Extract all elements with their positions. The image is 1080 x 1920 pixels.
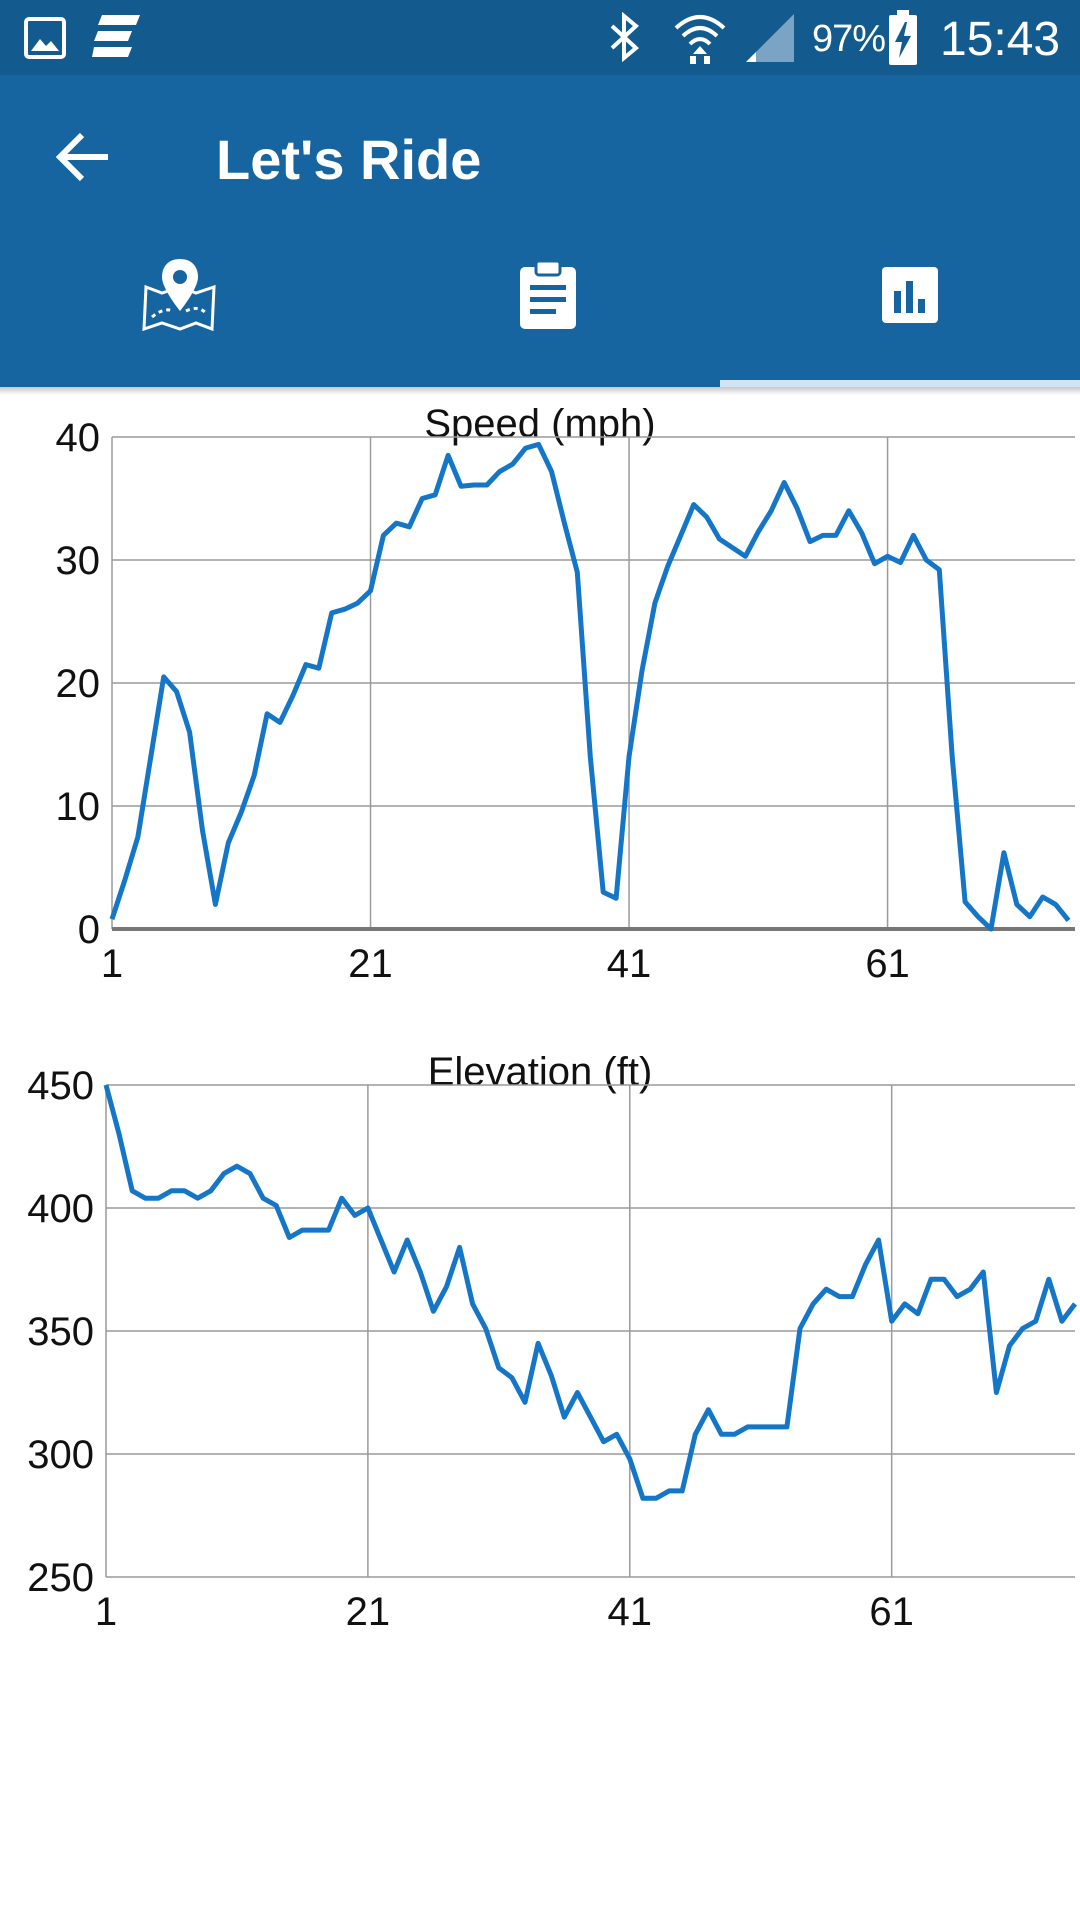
- wifi-icon: [674, 15, 726, 64]
- speed-x-tick-label: 1: [101, 942, 123, 986]
- tab-charts[interactable]: [720, 255, 1080, 385]
- app-bar: Let's Ride: [0, 75, 1080, 387]
- elevation-x-tick-label: 21: [346, 1590, 391, 1634]
- speed-y-tick-label: 30: [56, 539, 101, 583]
- map-pin-icon: [142, 259, 216, 332]
- signal-icon: [746, 14, 794, 62]
- status-bar: 97% 15:43: [0, 0, 1080, 75]
- elevation-y-tick-label: 300: [27, 1433, 94, 1477]
- speed-chart-canvas: Speed (mph) 0 10 20 30 40 1 21 41 61: [56, 402, 1075, 986]
- speed-y-tick-label: 20: [56, 662, 101, 706]
- app-e-icon: [92, 15, 140, 57]
- speed-y-tick-label: 0: [78, 908, 100, 952]
- back-button[interactable]: [54, 127, 114, 187]
- elevation-x-tick-label: 41: [608, 1590, 653, 1634]
- app-title: Let's Ride: [216, 128, 482, 191]
- elevation-chart-title: Elevation (ft): [428, 1050, 653, 1094]
- elevation-chart: Elevation (ft) 250 300 350 400 450 1 21 41 61: [0, 1035, 1080, 1635]
- bluetooth-icon: [610, 12, 640, 62]
- elevation-y-tick-label: 450: [27, 1064, 94, 1108]
- speed-chart: Speed (mph) 0 10 20 30 40 1 21 41 61: [0, 387, 1080, 987]
- elevation-x-tick-label: 1: [95, 1590, 117, 1634]
- elevation-y-tick-label: 400: [27, 1187, 94, 1231]
- app-bar-shadow: [0, 387, 1080, 395]
- elevation-y-tick-label: 250: [27, 1556, 94, 1600]
- elevation-x-tick-label: 61: [869, 1590, 914, 1634]
- bar-chart-icon: [882, 267, 938, 323]
- battery-percentage: 97%: [812, 18, 886, 60]
- gallery-icon: [24, 17, 66, 59]
- speed-y-tick-label: 40: [56, 416, 101, 460]
- speed-series-line: [109, 441, 1071, 932]
- speed-chart-title: Speed (mph): [424, 402, 655, 446]
- elevation-chart-canvas: Elevation (ft) 250 300 350 400 450 1 21 41 61: [27, 1050, 1077, 1634]
- clipboard-icon: [520, 259, 576, 329]
- elevation-y-tick-label: 350: [27, 1310, 94, 1354]
- speed-x-tick-label: 41: [607, 942, 652, 986]
- tab-summary[interactable]: [360, 255, 720, 385]
- arrow-back-icon: [55, 132, 108, 182]
- battery-charging-icon: [889, 10, 917, 65]
- speed-x-tick-label: 21: [348, 942, 393, 986]
- speed-x-tick-label: 61: [865, 942, 910, 986]
- selected-tab-indicator: [720, 380, 1080, 387]
- elevation-series-line: [103, 1084, 1077, 1501]
- speed-y-tick-label: 10: [56, 785, 101, 829]
- tab-map[interactable]: [0, 255, 360, 385]
- clock: 15:43: [940, 13, 1061, 66]
